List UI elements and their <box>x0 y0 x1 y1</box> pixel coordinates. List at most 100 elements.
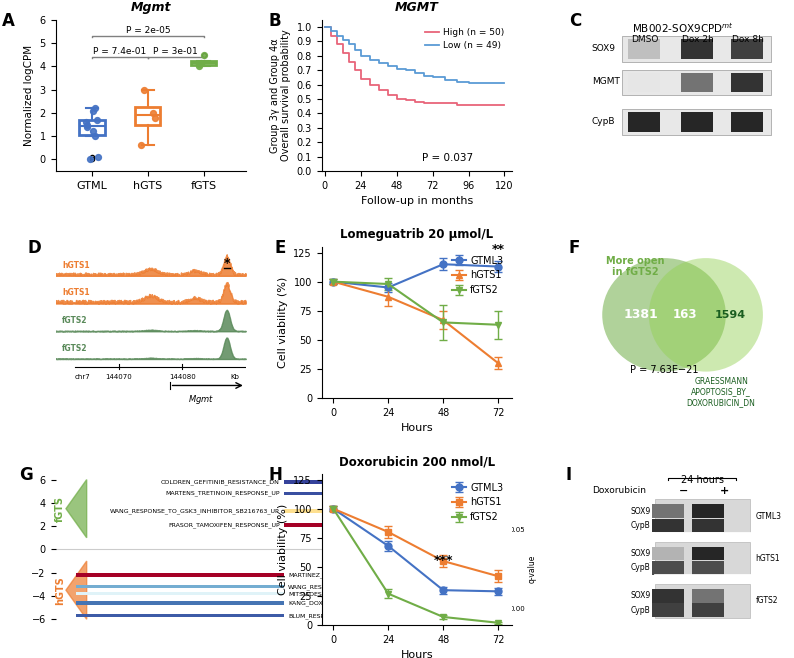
Text: GRAESSMANN
APOPTOSIS_BY_
DOXORUBICIN_DN: GRAESSMANN APOPTOSIS_BY_ DOXORUBICIN_DN <box>687 377 756 407</box>
Polygon shape <box>66 561 87 619</box>
Text: Dox 8h: Dox 8h <box>732 35 764 44</box>
Bar <box>76 592 283 595</box>
Low (n = 49) <box>365 56 375 64</box>
Text: SOX9: SOX9 <box>630 592 651 600</box>
High (n = 50) <box>418 99 428 107</box>
Low (n = 49) <box>499 79 509 87</box>
High (n = 50) <box>499 101 509 109</box>
Low (n = 49) <box>326 28 336 36</box>
Point <box>193 61 206 72</box>
Text: fGTS: fGTS <box>55 495 65 522</box>
Text: F: F <box>569 240 580 257</box>
X-axis label: Follow-up in months: Follow-up in months <box>360 196 473 207</box>
Low (n = 49) <box>320 23 330 31</box>
Bar <box>652 519 684 532</box>
Y-axis label: Normalized logCPM: Normalized logCPM <box>24 45 34 146</box>
Text: Dox 2h: Dox 2h <box>682 35 714 44</box>
Bar <box>654 542 750 575</box>
Text: BLUM_RESPONSE_TO_SALIRASIB_DN: BLUM_RESPONSE_TO_SALIRASIB_DN <box>288 613 401 619</box>
High (n = 50) <box>374 86 384 94</box>
Bar <box>692 504 724 518</box>
Ellipse shape <box>602 258 726 372</box>
Text: KANG_DOXORUBICIN_RESISTANCE_UP: KANG_DOXORUBICIN_RESISTANCE_UP <box>288 600 406 606</box>
Bar <box>652 561 684 574</box>
Y-axis label: Group 3γ and Group 4α
Overall survival probability: Group 3γ and Group 4α Overall survival p… <box>269 30 291 161</box>
Text: MITSIADES_RESPONSE_TO_APLIDIN_DN: MITSIADES_RESPONSE_TO_APLIDIN_DN <box>288 591 410 597</box>
High (n = 50) <box>401 97 410 105</box>
Bar <box>681 39 714 59</box>
Text: P = 2e-05: P = 2e-05 <box>125 26 170 35</box>
X-axis label: Hours: Hours <box>400 650 434 658</box>
Point <box>137 84 150 95</box>
High (n = 50) <box>344 58 353 66</box>
Low (n = 49) <box>332 32 341 39</box>
Text: DMSO: DMSO <box>631 35 659 44</box>
High (n = 50) <box>332 40 341 48</box>
Bar <box>76 614 283 617</box>
Text: hGTS1: hGTS1 <box>62 288 90 297</box>
Text: CypB: CypB <box>631 606 651 615</box>
Bar <box>628 72 661 92</box>
Text: −: − <box>678 486 688 496</box>
High (n = 50) <box>320 23 330 31</box>
Point <box>134 140 147 151</box>
Point <box>87 126 100 137</box>
Point <box>148 113 161 123</box>
Low (n = 49) <box>464 79 473 87</box>
Bar <box>628 39 661 59</box>
Title: Doxorubicin 200 nmol/L: Doxorubicin 200 nmol/L <box>339 455 495 468</box>
Bar <box>652 504 684 518</box>
Bar <box>622 36 770 62</box>
Text: 163: 163 <box>673 309 697 321</box>
Low (n = 49) <box>452 78 461 86</box>
Bar <box>692 547 724 561</box>
Low (n = 49) <box>392 64 402 72</box>
Text: +: + <box>720 486 730 496</box>
Low (n = 49) <box>350 46 360 54</box>
Bar <box>730 72 763 92</box>
Text: G: G <box>19 466 33 484</box>
Text: 24 hours: 24 hours <box>680 475 723 485</box>
Text: 144070: 144070 <box>106 374 133 380</box>
Legend: GTML3, hGTS1, fGTS2: GTML3, hGTS1, fGTS2 <box>448 251 507 299</box>
Point <box>87 105 100 116</box>
Text: MARTINEZ_RESPONSE_TO_TRABECTEDIN_DN: MARTINEZ_RESPONSE_TO_TRABECTEDIN_DN <box>288 572 428 578</box>
Bar <box>692 589 724 603</box>
Text: CypB: CypB <box>631 521 651 530</box>
Text: SOX9: SOX9 <box>630 507 651 516</box>
Y-axis label: q-value: q-value <box>528 555 537 584</box>
Text: fGTS2: fGTS2 <box>755 596 778 605</box>
Title: Mgmt: Mgmt <box>130 1 171 14</box>
Low (n = 49) <box>410 69 419 77</box>
Bar <box>628 112 661 132</box>
Bar <box>681 72 714 92</box>
Bar <box>654 584 750 617</box>
High (n = 50) <box>428 99 437 107</box>
High (n = 50) <box>452 101 461 109</box>
Bar <box>283 480 491 484</box>
Text: $\mathit{Mgmt}$: $\mathit{Mgmt}$ <box>188 393 214 406</box>
Low (n = 49) <box>440 76 449 84</box>
Point <box>92 152 105 163</box>
Text: CypB: CypB <box>592 116 615 126</box>
Text: C: C <box>569 12 581 30</box>
Low (n = 49) <box>482 79 491 87</box>
Text: P = 7.63E−21: P = 7.63E−21 <box>630 365 698 375</box>
Point <box>80 119 93 130</box>
Bar <box>622 70 770 95</box>
Text: fGTS2: fGTS2 <box>62 343 87 353</box>
High (n = 50) <box>392 95 402 103</box>
Low (n = 49) <box>338 36 348 44</box>
Text: **: ** <box>491 243 505 256</box>
Line: High (n = 50): High (n = 50) <box>325 27 504 105</box>
Point <box>91 114 103 125</box>
Low (n = 49) <box>383 62 392 70</box>
Text: hGTS1: hGTS1 <box>62 261 90 270</box>
High (n = 50) <box>350 66 360 74</box>
Text: hGTS1: hGTS1 <box>755 554 780 563</box>
Text: H: H <box>268 466 283 484</box>
Text: CypB: CypB <box>631 563 651 572</box>
Bar <box>730 39 763 59</box>
Title: Lomeguatrib 20 μmol/L: Lomeguatrib 20 μmol/L <box>341 228 493 241</box>
Y-axis label: Cell viability (%): Cell viability (%) <box>278 504 288 595</box>
